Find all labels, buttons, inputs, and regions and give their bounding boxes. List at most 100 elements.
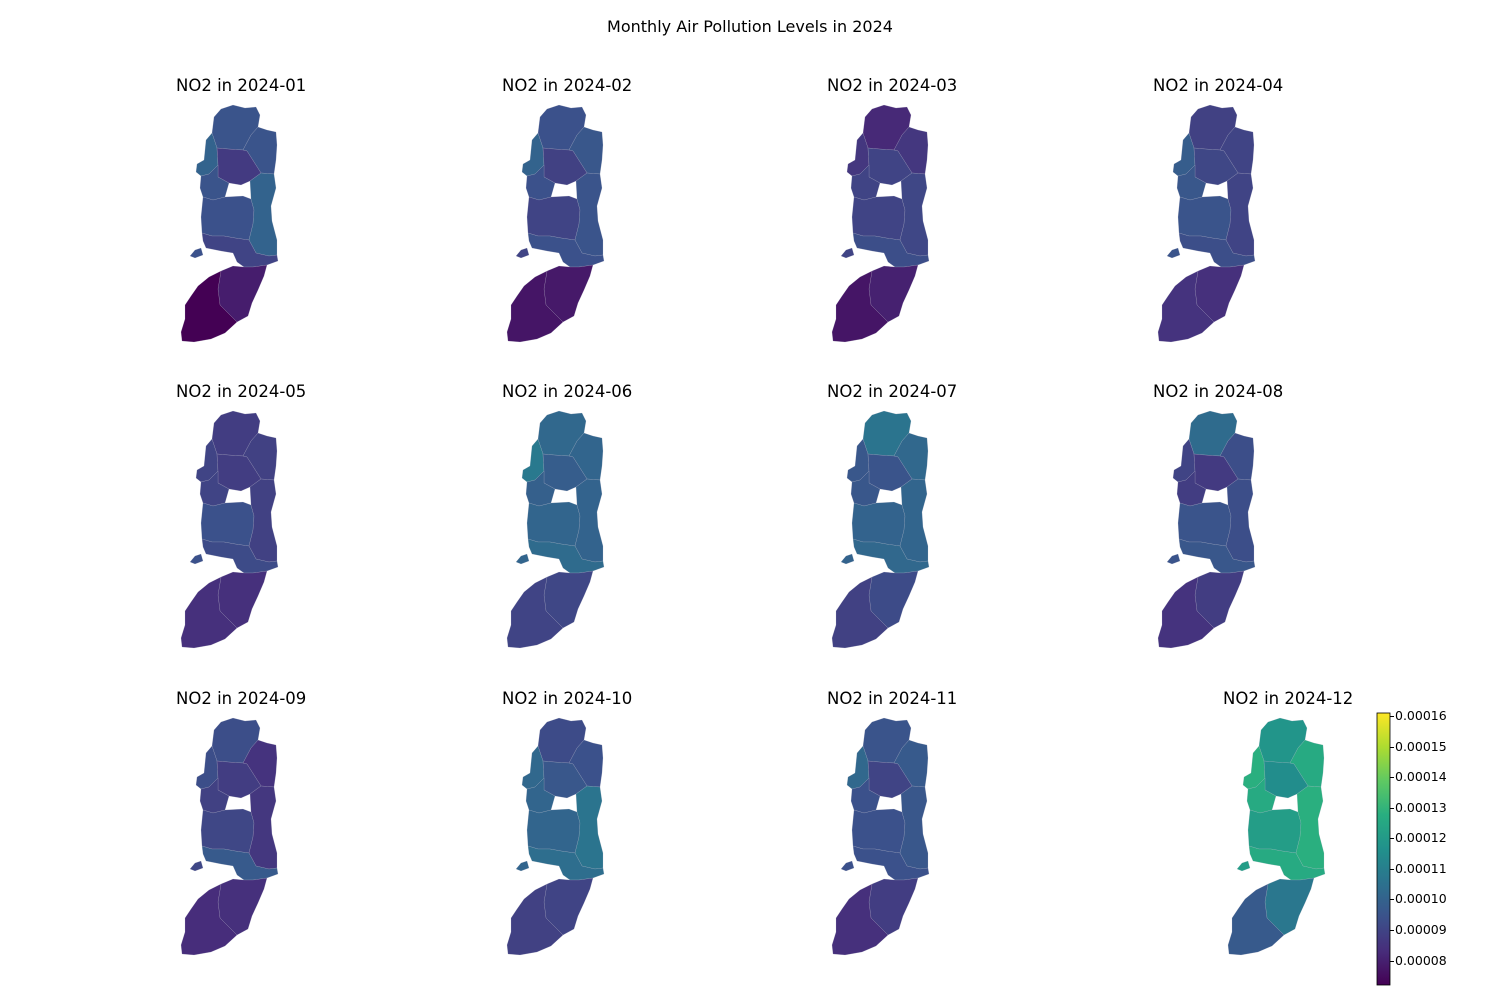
region-west: [525, 777, 556, 814]
region-south-center: [1178, 232, 1256, 268]
region-center: [1177, 501, 1232, 547]
panel-title: NO2 in 2024-01: [176, 76, 307, 95]
region-west: [199, 164, 230, 201]
region-map: [180, 410, 279, 649]
region-map: [506, 717, 605, 956]
colorbar-tick-label: 0.00009: [1390, 921, 1447, 937]
region-map: [831, 717, 930, 956]
colorbar-tick-label: 0.00010: [1390, 891, 1447, 907]
region-center: [200, 195, 255, 241]
panel-title: NO2 in 2024-02: [502, 76, 633, 95]
region-south-west: [1157, 576, 1215, 649]
map-panel: NO2 in 2024-01: [176, 76, 476, 376]
region-south-west: [1157, 270, 1215, 343]
region-center: [851, 195, 906, 241]
panel-title: NO2 in 2024-10: [502, 689, 633, 708]
region-center: [840, 553, 855, 565]
region-center: [526, 501, 581, 547]
region-center: [851, 808, 906, 854]
colorbar-tick-label: 0.00013: [1390, 799, 1447, 815]
region-south-center: [1248, 845, 1326, 881]
region-center: [189, 860, 204, 872]
map-panel: NO2 in 2024-07: [827, 382, 1127, 682]
region-west: [199, 470, 230, 507]
map-panel: NO2 in 2024-11: [827, 689, 1127, 989]
region-west: [1176, 164, 1207, 201]
region-south-west: [506, 270, 564, 343]
region-center: [515, 860, 530, 872]
panel-title: NO2 in 2024-07: [827, 382, 958, 401]
region-south-center: [527, 845, 605, 881]
region-south-west: [506, 576, 564, 649]
region-center: [515, 553, 530, 565]
colorbar-tick-label: 0.00012: [1390, 830, 1447, 846]
region-map: [1227, 717, 1326, 956]
region-center: [515, 247, 530, 259]
panel-title: NO2 in 2024-09: [176, 689, 307, 708]
region-map: [180, 717, 279, 956]
region-west: [199, 777, 230, 814]
region-west: [525, 164, 556, 201]
map-panel: NO2 in 2024-09: [176, 689, 476, 989]
region-center: [526, 808, 581, 854]
map-panel: NO2 in 2024-04: [1153, 76, 1453, 376]
colorbar: [1376, 712, 1391, 986]
region-south-center: [852, 232, 930, 268]
colorbar-tick-label: 0.00016: [1390, 708, 1447, 724]
region-center: [851, 501, 906, 547]
region-map: [831, 410, 930, 649]
colorbar-tick-label: 0.00015: [1390, 738, 1447, 754]
panel-title: NO2 in 2024-08: [1153, 382, 1284, 401]
region-center: [526, 195, 581, 241]
region-center: [1166, 247, 1181, 259]
panel-title: NO2 in 2024-06: [502, 382, 633, 401]
region-map: [831, 104, 930, 343]
figure-title: Monthly Air Pollution Levels in 2024: [607, 17, 893, 36]
region-south-west: [831, 576, 889, 649]
region-center: [189, 247, 204, 259]
region-south-center: [201, 232, 279, 268]
region-center: [1166, 553, 1181, 565]
region-west: [525, 470, 556, 507]
region-south-center: [527, 538, 605, 574]
region-center: [840, 247, 855, 259]
region-west: [1246, 777, 1277, 814]
region-map: [1157, 410, 1256, 649]
region-south-center: [201, 845, 279, 881]
region-south-west: [831, 883, 889, 956]
region-center: [200, 501, 255, 547]
map-panel: NO2 in 2024-08: [1153, 382, 1453, 682]
region-south-west: [1227, 883, 1285, 956]
region-map: [506, 104, 605, 343]
region-west: [1176, 470, 1207, 507]
map-panel: NO2 in 2024-05: [176, 382, 476, 682]
region-west: [850, 777, 881, 814]
region-south-center: [852, 538, 930, 574]
region-center: [1177, 195, 1232, 241]
region-west: [850, 164, 881, 201]
region-south-west: [506, 883, 564, 956]
colorbar-tick-label: 0.00011: [1390, 860, 1447, 876]
map-panel: NO2 in 2024-03: [827, 76, 1127, 376]
region-south-west: [180, 270, 238, 343]
region-south-center: [527, 232, 605, 268]
region-map: [1157, 104, 1256, 343]
region-west: [850, 470, 881, 507]
map-panel: NO2 in 2024-06: [502, 382, 802, 682]
panel-title: NO2 in 2024-03: [827, 76, 958, 95]
region-south-center: [201, 538, 279, 574]
region-center: [189, 553, 204, 565]
map-panel: NO2 in 2024-12: [1223, 689, 1500, 989]
region-south-center: [852, 845, 930, 881]
colorbar-tick-label: 0.00014: [1390, 769, 1447, 785]
colorbar-tick-label: 0.00008: [1390, 952, 1447, 968]
region-center: [1236, 860, 1251, 872]
region-map: [180, 104, 279, 343]
region-center: [200, 808, 255, 854]
panel-title: NO2 in 2024-04: [1153, 76, 1284, 95]
region-south-center: [1178, 538, 1256, 574]
map-panel: NO2 in 2024-02: [502, 76, 802, 376]
region-center: [840, 860, 855, 872]
panel-title: NO2 in 2024-05: [176, 382, 307, 401]
region-south-west: [831, 270, 889, 343]
